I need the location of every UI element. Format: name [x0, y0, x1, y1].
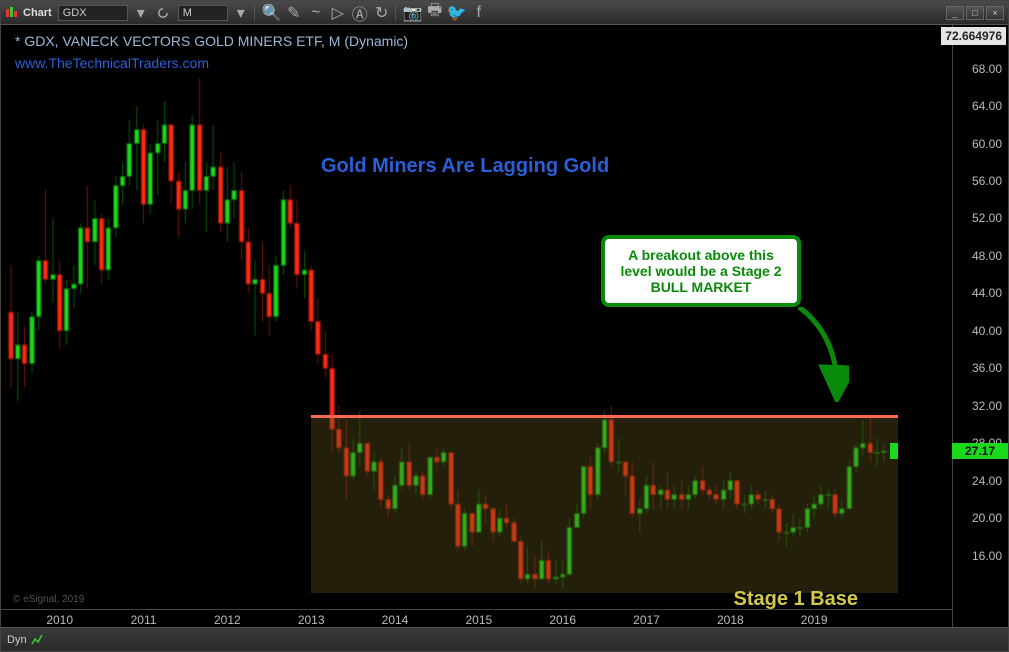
timeframe-dropdown-icon[interactable]: ▾: [232, 4, 250, 22]
alert-icon[interactable]: Ⓐ: [351, 4, 369, 22]
zoom-icon[interactable]: 🔍: [263, 4, 281, 22]
top-value-badge: 72.664976: [941, 27, 1006, 45]
facebook-icon[interactable]: f: [470, 4, 488, 22]
symbol-input[interactable]: [58, 5, 128, 21]
play-icon[interactable]: ▷: [329, 4, 347, 22]
resistance-line: [311, 415, 898, 418]
print-icon[interactable]: 🖶: [426, 4, 444, 22]
chart-window: Chart ▾ ▾ 🔍 ✎ ~ ▷ Ⓐ ↻ 📷 🖶 🐦 f _ □ × * GD…: [0, 0, 1009, 652]
copyright: © eSignal, 2019: [13, 594, 84, 605]
price-line-ext: [890, 443, 898, 459]
window-controls: _ □ ×: [946, 6, 1004, 20]
refresh-icon[interactable]: [154, 4, 172, 22]
window-title: Chart: [23, 7, 52, 19]
stage-label: Stage 1 Base: [733, 588, 858, 611]
statusbar: Dyn: [1, 627, 1008, 651]
app-icon: [5, 6, 19, 20]
chart-url: www.TheTechnicalTraders.com: [15, 55, 209, 71]
chart-area: * GDX, VANECK VECTORS GOLD MINERS ETF, M…: [1, 25, 1008, 627]
twitter-icon[interactable]: 🐦: [448, 4, 466, 22]
status-icon: [31, 633, 45, 647]
timeframe-input[interactable]: [178, 5, 228, 21]
stage1-base-region: [311, 415, 898, 593]
last-price-badge: 27.17: [952, 443, 1008, 459]
titlebar: Chart ▾ ▾ 🔍 ✎ ~ ▷ Ⓐ ↻ 📷 🖶 🐦 f _ □ ×: [1, 1, 1008, 25]
camera-icon[interactable]: 📷: [404, 4, 422, 22]
symbol-dropdown-icon[interactable]: ▾: [132, 4, 150, 22]
y-axis: 72.664976 16.0020.0024.0028.0032.0036.00…: [952, 25, 1008, 627]
chart-title: * GDX, VANECK VECTORS GOLD MINERS ETF, M…: [15, 33, 408, 49]
study-icon[interactable]: ~: [307, 4, 325, 22]
reload-icon[interactable]: ↻: [373, 4, 391, 22]
separator: [395, 5, 396, 21]
callout-box: A breakout above this level would be a S…: [601, 235, 801, 307]
status-mode: Dyn: [7, 634, 27, 646]
draw-icon[interactable]: ✎: [285, 4, 303, 22]
x-axis: 2010201120122013201420152016201720182019: [1, 609, 952, 627]
maximize-button[interactable]: □: [966, 6, 984, 20]
headline-annotation: Gold Miners Are Lagging Gold: [321, 155, 609, 178]
close-button[interactable]: ×: [986, 6, 1004, 20]
separator: [254, 5, 255, 21]
minimize-button[interactable]: _: [946, 6, 964, 20]
